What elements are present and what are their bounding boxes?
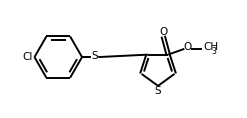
Text: S: S xyxy=(91,51,98,61)
Text: O: O xyxy=(183,42,191,52)
Text: CH: CH xyxy=(204,42,219,52)
Text: S: S xyxy=(155,86,161,96)
Text: 3: 3 xyxy=(212,47,216,56)
Text: Cl: Cl xyxy=(22,52,33,62)
Text: O: O xyxy=(159,27,167,37)
